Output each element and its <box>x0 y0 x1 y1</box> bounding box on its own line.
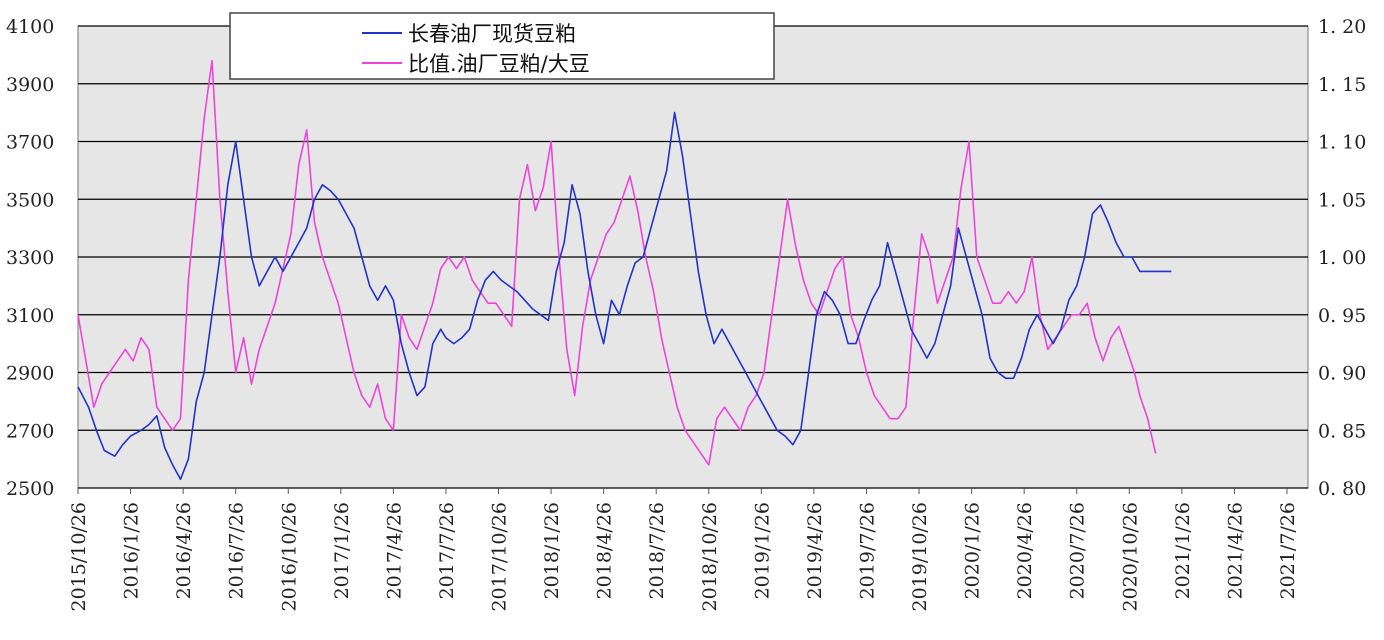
y-left-tick-label: 3100 <box>6 305 54 327</box>
y-right-tick-label: 1. 10 <box>1318 132 1366 154</box>
y-right-tick-label: 0. 85 <box>1318 420 1366 442</box>
legend-label-0: 长春油厂现货豆粕 <box>408 22 576 46</box>
x-tick-label: 2016/10/26 <box>278 502 300 612</box>
x-tick-label: 2017/4/26 <box>383 502 405 599</box>
y-left-tick-label: 2900 <box>6 363 54 385</box>
x-tick-label: 2019/4/26 <box>804 502 826 599</box>
x-tick-label: 2019/7/26 <box>856 502 878 599</box>
y-left-tick-label: 2500 <box>6 478 54 500</box>
y-right-tick-label: 0. 90 <box>1318 363 1366 385</box>
x-tick-label: 2021/7/26 <box>1277 502 1299 599</box>
y-left-tick-label: 2700 <box>6 420 54 442</box>
x-tick-label: 2017/10/26 <box>489 502 511 612</box>
x-tick-label: 2017/7/26 <box>436 502 458 599</box>
x-tick-label: 2020/7/26 <box>1067 502 1089 599</box>
y-right-tick-label: 0. 95 <box>1318 305 1366 327</box>
x-tick-label: 2018/4/26 <box>594 502 616 599</box>
x-tick-label: 2018/10/26 <box>699 502 721 612</box>
legend-label-1: 比值.油厂豆粕/大豆 <box>408 52 590 76</box>
x-tick-label: 2016/4/26 <box>173 502 195 599</box>
x-tick-label: 2017/1/26 <box>331 502 353 599</box>
y-right-tick-label: 1. 20 <box>1318 16 1366 38</box>
x-axis: 2015/10/26 2016/1/26 2016/4/26 2016/7/26 201… <box>68 488 1299 612</box>
y-axis-right: 1. 20 1. 15 1. 10 1. 05 1. 00 0. 95 0. 90 0. 85… <box>1318 16 1366 500</box>
y-right-tick-label: 1. 15 <box>1318 74 1366 96</box>
x-tick-label: 2019/1/26 <box>751 502 773 599</box>
y-left-tick-label: 3700 <box>6 132 54 154</box>
x-tick-label: 2018/7/26 <box>646 502 668 599</box>
series-layer <box>77 59 1172 481</box>
y-right-tick-label: 1. 05 <box>1318 189 1366 211</box>
legend: 长春油厂现货豆粕 比值.油厂豆粕/大豆 <box>229 12 775 80</box>
x-tick-label: 2019/10/26 <box>909 502 931 612</box>
y-left-tick-label: 3900 <box>6 74 54 96</box>
x-tick-label: 2021/4/26 <box>1224 502 1246 599</box>
x-tick-label: 2016/7/26 <box>226 502 248 599</box>
x-tick-label: 2021/1/26 <box>1172 502 1194 599</box>
x-tick-label: 2020/1/26 <box>962 502 984 599</box>
y-left-tick-label: 3300 <box>6 247 54 269</box>
series-line-1 <box>77 59 1157 466</box>
x-tick-label: 2018/1/26 <box>541 502 563 599</box>
x-tick-label: 2015/10/26 <box>68 502 90 612</box>
y-axis-left: 4100 3900 3700 3500 3300 3100 2900 2700 2500 <box>6 16 54 500</box>
y-left-tick-label: 3500 <box>6 189 54 211</box>
series-line-0 <box>77 111 1172 481</box>
x-tick-label: 2020/4/26 <box>1014 502 1036 599</box>
y-right-tick-label: 1. 00 <box>1318 247 1366 269</box>
legend-box <box>229 12 775 80</box>
y-right-tick-label: 0. 80 <box>1318 478 1366 500</box>
x-tick-label: 2016/1/26 <box>121 502 143 599</box>
x-tick-label: 2020/10/26 <box>1119 502 1141 612</box>
y-left-tick-label: 4100 <box>6 16 54 38</box>
